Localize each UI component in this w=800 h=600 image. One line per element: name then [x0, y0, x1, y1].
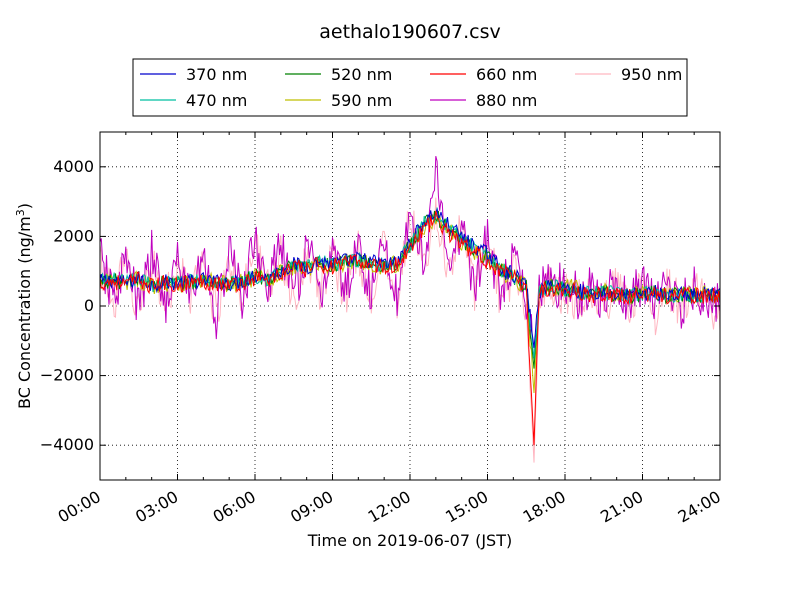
series-line-880-nm — [99, 155, 721, 359]
legend-box — [132, 58, 688, 117]
x-axis-label: Time on 2019-06-07 (JST) — [307, 531, 512, 550]
y-axis-label: BC Concentration (ng/m3) — [14, 203, 34, 409]
axis-ticks — [99, 132, 721, 480]
y-axis-label-tail: ) — [15, 203, 34, 209]
y-tick-label: 0 — [84, 296, 94, 315]
plot-area — [99, 131, 721, 481]
y-tick-label: 2000 — [53, 226, 94, 245]
legend: 370 nm 470 nm 520 nm 590 nm 660 nm 880 nm 950 … — [132, 58, 688, 117]
y-axis-label-superscript: 3 — [14, 209, 27, 216]
series-line-370-nm — [99, 207, 721, 348]
legend-label: 470 nm — [186, 91, 247, 110]
y-tick-labels: 4000 2000 0 −2000 −4000 — [40, 157, 94, 454]
series-line-660-nm — [99, 210, 721, 446]
grid-lines — [100, 132, 720, 480]
legend-label: 590 nm — [331, 91, 392, 110]
y-tick-label: −4000 — [40, 435, 94, 454]
chart-title: aethalo190607.csv — [319, 21, 501, 43]
y-tick-label: 4000 — [53, 157, 94, 176]
legend-label: 370 nm — [186, 65, 247, 84]
legend-label: 950 nm — [621, 65, 682, 84]
legend-label: 880 nm — [476, 91, 537, 110]
y-tick-label: −2000 — [40, 366, 94, 385]
y-axis-label-main: BC Concentration (ng/m — [15, 216, 34, 409]
series-lines — [99, 155, 721, 463]
legend-label: 660 nm — [476, 65, 537, 84]
legend-label: 520 nm — [331, 65, 392, 84]
